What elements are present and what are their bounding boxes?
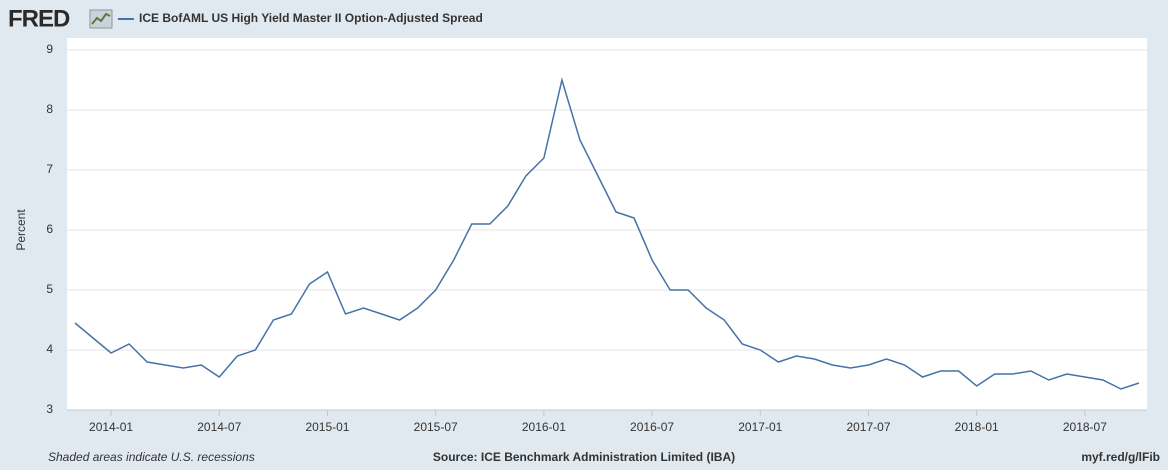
x-tick-label: 2015-07 — [414, 420, 458, 434]
footer-source: Source: ICE Benchmark Administration Lim… — [433, 450, 735, 464]
x-tick-label: 2018-07 — [1063, 420, 1107, 434]
data-line — [74, 77, 1140, 390]
x-tick-label: 2014-07 — [197, 420, 241, 434]
x-tick-label: 2016-01 — [522, 420, 566, 434]
x-tick-label: 2017-07 — [846, 420, 890, 434]
y-tick-label: 9 — [46, 42, 53, 56]
y-tick-label: 4 — [46, 342, 53, 356]
y-axis-label: Percent — [14, 209, 28, 251]
x-tick-label: 2016-07 — [630, 420, 674, 434]
footer-note: Shaded areas indicate U.S. recessions — [48, 450, 255, 464]
x-tick-label: 2015-01 — [305, 420, 349, 434]
logo: FRED — [8, 5, 70, 32]
x-tick-label: 2017-01 — [738, 420, 782, 434]
y-tick-label: 6 — [46, 222, 53, 236]
y-tick-label: 3 — [46, 402, 53, 416]
x-tick-label: 2014-01 — [89, 420, 133, 434]
y-tick-label: 5 — [46, 282, 53, 296]
plot-area — [67, 38, 1147, 410]
y-tick-label: 8 — [46, 102, 53, 116]
legend-label: ICE BofAML US High Yield Master II Optio… — [139, 11, 483, 25]
logo-icon — [89, 9, 113, 29]
x-tick-label: 2018-01 — [955, 420, 999, 434]
y-tick-label: 7 — [46, 162, 53, 176]
footer-link: myf.red/g/lFib — [1081, 450, 1160, 464]
